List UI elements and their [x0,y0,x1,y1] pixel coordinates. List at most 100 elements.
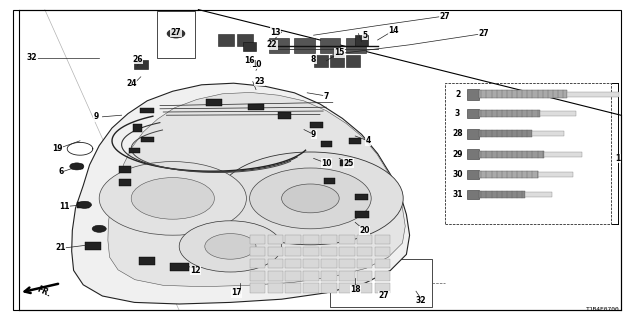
Bar [357,235,372,244]
Text: 29: 29 [452,150,463,159]
Bar [285,271,301,281]
Bar [140,108,154,113]
Bar [339,259,355,268]
Text: 7: 7 [324,92,329,100]
Text: 31: 31 [452,190,463,199]
Text: 27: 27 [478,29,488,38]
Bar [321,247,337,256]
Bar [479,90,567,99]
Text: 9: 9 [311,130,316,139]
Bar [320,38,340,53]
Circle shape [77,201,92,208]
Bar [285,283,301,293]
Bar [119,166,131,173]
Text: 16: 16 [244,56,255,65]
Bar [285,259,301,268]
Text: 8: 8 [311,55,316,64]
Bar [237,34,253,46]
Bar [278,112,291,119]
Bar [303,259,319,268]
Bar [479,151,544,158]
Bar [321,141,332,147]
Bar [206,99,223,106]
Bar [525,192,552,197]
Bar [375,271,390,281]
Bar [467,129,479,139]
Bar [357,259,372,268]
Bar [303,247,319,256]
Polygon shape [108,92,405,287]
Text: 30: 30 [452,170,463,179]
Bar [303,271,319,281]
Circle shape [205,234,256,259]
Text: 3: 3 [455,109,460,118]
Circle shape [99,162,246,235]
Bar [71,164,83,169]
Bar [375,283,390,293]
Text: 22: 22 [267,40,277,49]
Bar [248,104,264,110]
Bar [294,38,315,53]
Text: 26: 26 [132,55,143,64]
Bar [479,110,540,117]
Bar [355,211,369,218]
Bar [355,194,368,200]
Bar [268,283,283,293]
Bar [467,170,479,179]
Text: 21: 21 [56,244,66,252]
Text: 27: 27 [171,28,181,36]
Bar [77,202,89,208]
Circle shape [282,184,339,213]
Text: 28: 28 [452,129,463,138]
Bar [218,34,234,46]
Bar [129,148,140,153]
Polygon shape [72,83,410,304]
Text: 23: 23 [254,77,264,86]
Bar [339,247,355,256]
Text: 27: 27 [440,12,450,20]
Bar [355,35,368,46]
Bar [532,131,564,136]
Bar [303,235,319,244]
Bar [310,122,323,128]
Bar [357,247,372,256]
Bar [141,137,154,141]
Bar [375,235,390,244]
Bar [140,257,155,265]
Text: 12: 12 [190,266,200,275]
Text: FR.: FR. [35,285,52,299]
Bar [324,178,335,184]
Circle shape [218,152,403,245]
Bar [544,152,582,157]
Circle shape [70,163,84,170]
Bar [375,259,390,268]
Bar [467,149,479,159]
Bar [321,271,337,281]
Text: 27: 27 [379,292,389,300]
Text: 14: 14 [388,26,399,35]
Bar [538,172,573,177]
Bar [357,283,372,293]
Bar [467,109,479,118]
Bar [357,271,372,281]
Bar [119,179,131,186]
Text: 9: 9 [93,112,99,121]
Bar [330,55,344,67]
Text: 25: 25 [344,159,354,168]
Circle shape [250,168,371,229]
Bar [540,111,576,116]
Bar [84,243,100,250]
Bar [250,235,265,244]
Bar [243,42,256,51]
Bar [170,263,189,271]
Text: 20: 20 [360,226,370,235]
Bar [346,55,360,67]
Bar [285,235,301,244]
Bar [250,259,265,268]
Bar [479,191,525,198]
Bar [349,138,361,144]
Text: 19: 19 [52,144,63,153]
Text: 11: 11 [59,202,69,211]
Text: 5: 5 [362,31,367,40]
Bar [303,283,319,293]
